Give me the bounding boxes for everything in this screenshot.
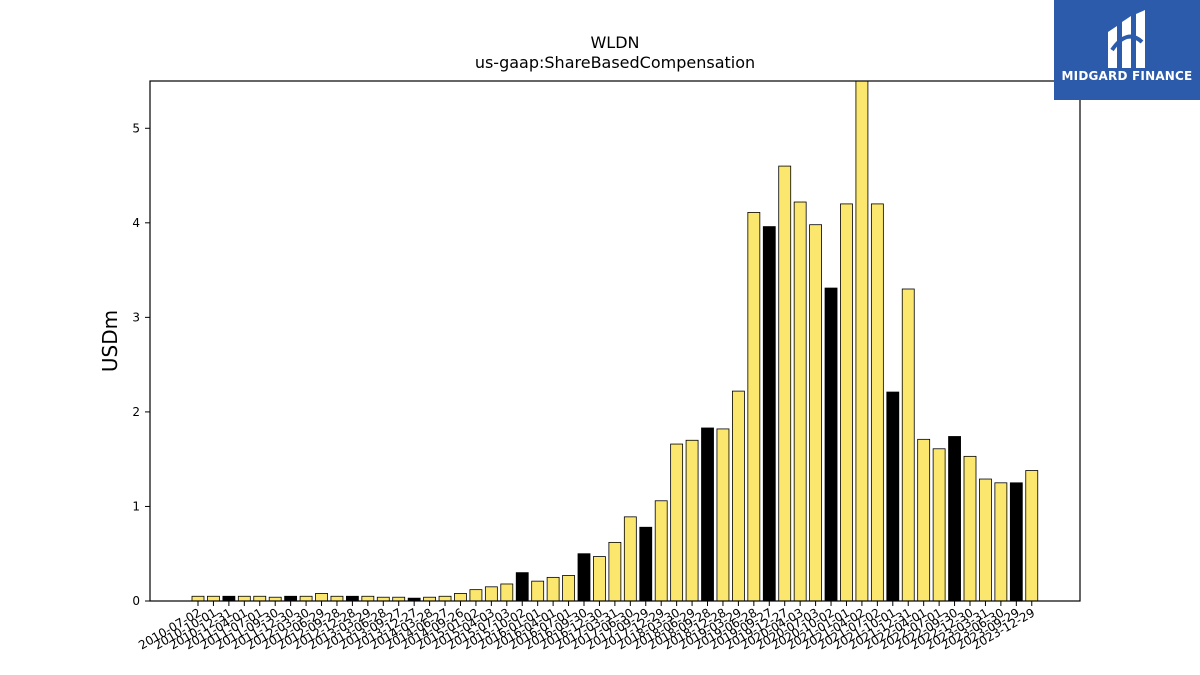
bar <box>732 390 745 602</box>
bar <box>222 595 236 602</box>
bar <box>531 580 545 602</box>
bar <box>299 595 313 602</box>
y-tick-label: 2 <box>132 405 140 419</box>
y-axis: 0 1 2 3 4 5 <box>132 121 150 608</box>
bar <box>284 595 298 602</box>
bar <box>701 427 714 602</box>
bar <box>685 439 699 602</box>
bar <box>809 224 822 602</box>
bar <box>824 287 838 602</box>
bar <box>484 586 498 602</box>
plot-frame <box>149 80 1081 602</box>
bar <box>886 391 900 602</box>
bar <box>469 589 483 602</box>
y-tick-label: 4 <box>132 216 140 230</box>
bar <box>330 595 344 602</box>
brand-logo: MIDGARD FINANCE <box>1054 0 1200 100</box>
bars <box>191 80 1039 602</box>
logo-mark-icon <box>1108 10 1145 68</box>
chart-title: WLDN <box>590 33 639 52</box>
bar <box>438 595 452 602</box>
bar <box>515 572 529 602</box>
bar <box>793 201 807 602</box>
brand-name: MIDGARD FINANCE <box>1061 69 1193 83</box>
bar <box>253 595 267 602</box>
bar <box>654 500 668 602</box>
bar <box>716 428 730 602</box>
bar <box>191 595 205 602</box>
bar <box>562 575 575 602</box>
bar <box>237 595 251 602</box>
bar <box>917 438 931 602</box>
bar <box>670 443 684 602</box>
y-tick-label: 3 <box>132 310 140 324</box>
bar <box>840 203 853 602</box>
bar <box>778 165 792 602</box>
bar <box>454 593 467 602</box>
bar <box>747 212 761 602</box>
bar <box>345 595 359 602</box>
bar <box>932 448 946 602</box>
bar <box>762 226 776 602</box>
bar <box>593 556 606 602</box>
bar <box>361 595 375 602</box>
bar <box>639 526 653 602</box>
bar <box>608 541 622 602</box>
bar <box>901 288 915 602</box>
bar <box>500 583 514 602</box>
bar <box>623 516 637 602</box>
bar <box>577 553 591 602</box>
bar <box>994 482 1008 602</box>
bar <box>855 80 869 602</box>
bar <box>963 455 977 602</box>
bar <box>979 478 992 602</box>
x-axis: 2010-07-022010-10-012010-12-312011-04-01… <box>136 601 1037 652</box>
bar <box>1009 482 1023 602</box>
y-tick-label: 0 <box>132 594 140 608</box>
y-tick-label: 5 <box>132 121 140 135</box>
bar <box>870 203 884 602</box>
bar <box>315 593 328 602</box>
y-tick-label: 1 <box>132 499 140 513</box>
bar <box>207 595 220 602</box>
bar <box>948 436 961 602</box>
chart-subtitle: us-gaap:ShareBasedCompensation <box>475 53 755 72</box>
y-axis-label: USDm <box>98 310 122 372</box>
bar <box>1025 470 1039 602</box>
bar <box>546 576 560 602</box>
